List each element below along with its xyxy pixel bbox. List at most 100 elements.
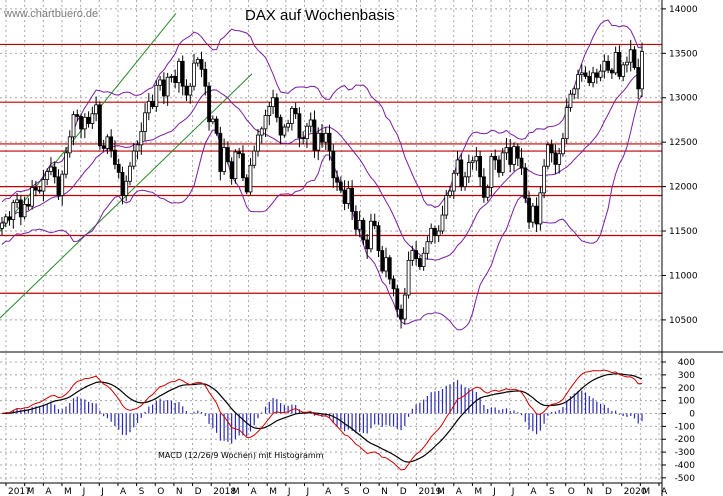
candle-body [602,60,607,72]
candle-body [161,79,166,97]
candle-body [244,177,249,193]
candle-body [158,79,163,86]
time-tick-label: N [176,487,183,496]
candle-body [199,59,204,70]
candle-body [301,137,306,140]
candle-body [316,132,321,151]
candle-body [90,113,95,124]
candle-body [504,147,509,154]
candle-body [248,164,253,193]
candle-body [60,173,65,196]
candle-body [26,203,31,207]
candle-body [583,72,588,77]
time-tick-label: D [605,487,612,496]
trend-channel [0,13,253,319]
time-tick-label: M [474,487,482,496]
candle-body [538,192,543,225]
candle-body [572,88,577,95]
candle-body [327,132,332,152]
candle-body [195,59,200,64]
candle-body [33,187,38,191]
candle-body [387,257,392,280]
candle-body [380,250,385,272]
candle-body [628,49,633,63]
candle-body [180,60,185,87]
candle-body [455,159,460,174]
candle-body [278,116,283,136]
candle-body [335,177,339,183]
candle-body [192,62,196,87]
candle-body [49,166,53,172]
candle-body [184,85,189,96]
candle-body [402,294,407,320]
candle-body [225,147,230,163]
candle-body [545,144,550,167]
candle-body [308,119,313,127]
time-tick-label: M [232,487,240,496]
candle-body [512,146,516,165]
candle-body [342,189,347,204]
candle-body [256,134,260,152]
time-tick-label: A [456,487,463,496]
candle-body [429,227,434,243]
time-tick-label: D [400,487,407,496]
candle-body [433,227,437,236]
candle-body [598,70,603,78]
candle-body [207,85,211,123]
candle-body [233,151,238,180]
candle-body [146,100,151,114]
candle-body [372,220,377,227]
time-tick-label: A [251,487,258,496]
candle-body [549,144,554,154]
candle-body [135,144,140,152]
candle-body [22,203,27,218]
candle-body [606,60,611,71]
candle-body [579,72,584,76]
time-tick-label: O [157,487,164,496]
candle-body [297,113,302,139]
bollinger-upper-band [1,19,643,208]
candle-body [338,181,343,191]
candle-body [56,176,61,196]
candle-body [617,52,622,77]
candle-body [214,118,219,134]
candle-body [173,76,178,84]
candle-body [3,216,8,224]
candle-body [534,205,539,225]
candle-body [519,157,524,169]
candle-body [271,97,275,108]
time-tick-label: O [362,487,369,496]
candle-body [353,211,358,230]
time-tick-label: A [661,487,668,496]
candle-body [18,199,23,218]
macd-tick-label: 100 [678,397,695,407]
candle-body [365,239,370,250]
candle-body [150,100,155,108]
candle-body [177,60,181,84]
candle-body [384,257,388,272]
candle-body [444,195,449,216]
time-tick-label: J [492,487,496,496]
candle-body [576,74,580,90]
candle-body [357,219,362,230]
watermark: www.chartbuero.de [3,8,98,20]
candle-body [259,128,264,136]
candle-body [274,97,279,118]
time-tick-label: S [344,487,350,496]
time-tick-label: A [120,487,127,496]
time-tick-label: J [82,487,86,496]
candle-body [369,220,373,250]
macd-tick-label: -100 [675,422,696,432]
time-tick-label: D [195,487,202,496]
candle-body [361,219,366,241]
candle-body [414,250,419,259]
candle-body [165,76,170,97]
time-tick-label: J [287,487,291,496]
macd-tick-label: 400 [678,358,695,368]
candle-body [481,176,486,198]
candle-body [154,84,159,108]
candle-body [305,125,309,140]
